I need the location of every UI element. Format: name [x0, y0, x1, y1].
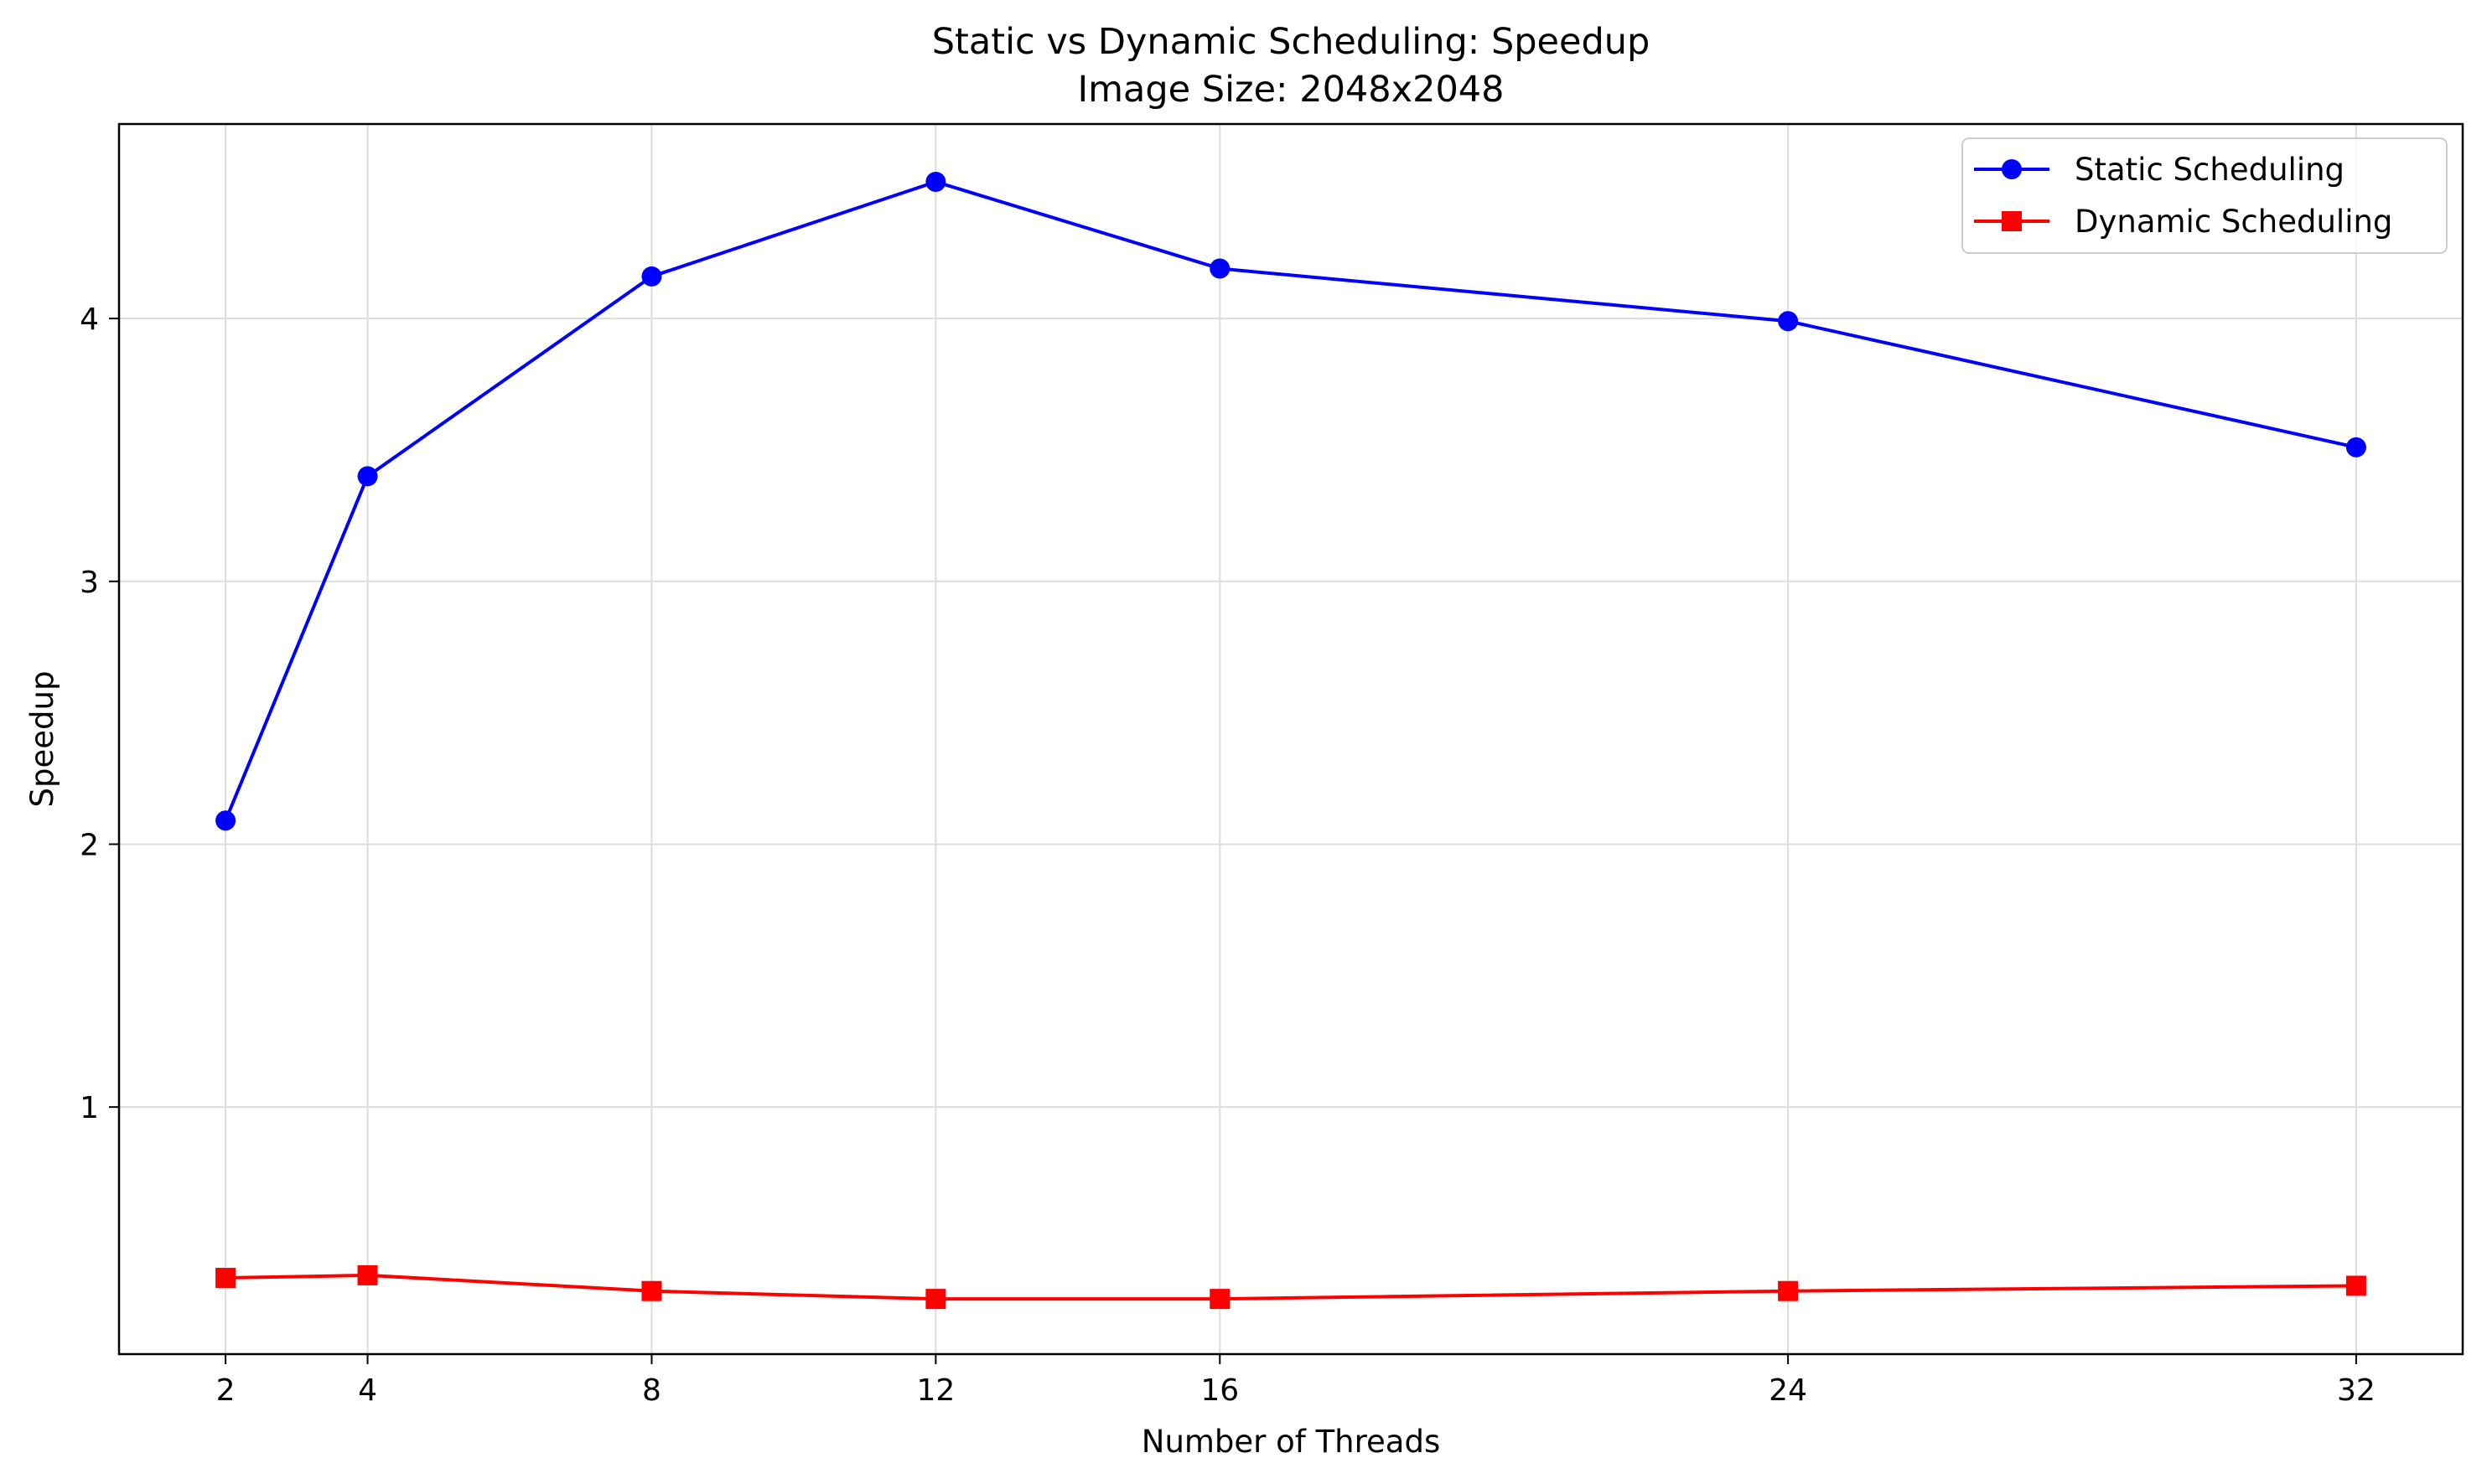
x-tick-label: 2 — [216, 1373, 236, 1408]
static-data-point — [215, 810, 236, 831]
legend-static-label: Static Scheduling — [2075, 152, 2345, 188]
dynamic-data-point — [357, 1264, 378, 1285]
dynamic-data-point — [1210, 1289, 1231, 1310]
chart-title: Static vs Dynamic Scheduling: Speedup — [932, 21, 1650, 63]
dynamic-data-point — [641, 1280, 662, 1301]
legend-dynamic-marker — [2002, 211, 2022, 231]
grid-lines — [119, 124, 2463, 1354]
y-tick-label: 2 — [80, 828, 99, 862]
x-tick-label: 16 — [1200, 1373, 1239, 1408]
static-data-point — [1778, 311, 1799, 332]
y-tick-label: 3 — [80, 566, 99, 600]
y-axis-label: Speedup — [24, 671, 60, 808]
static-data-point — [1210, 258, 1231, 279]
static-data-point — [925, 172, 946, 193]
x-tick-label: 8 — [642, 1373, 661, 1408]
y-tick-label: 1 — [80, 1091, 99, 1125]
dynamic-data-point — [2345, 1275, 2366, 1296]
legend: Static Scheduling Dynamic Scheduling — [1961, 137, 2448, 254]
static-data-point — [357, 466, 378, 487]
legend-box — [1961, 137, 2448, 254]
series-layer — [215, 172, 2366, 1310]
chart-subtitle: Image Size: 2048x2048 — [1077, 69, 1504, 111]
y-tick-label: 4 — [80, 302, 99, 337]
static-data-point — [2345, 437, 2366, 458]
x-tick-label: 32 — [2337, 1373, 2376, 1408]
legend-dynamic-label: Dynamic Scheduling — [2075, 204, 2392, 240]
x-tick-label: 12 — [916, 1373, 955, 1408]
plot-frame — [117, 122, 2464, 1356]
x-axis-label: Number of Threads — [1142, 1424, 1440, 1460]
x-tick-label: 24 — [1769, 1373, 1807, 1408]
legend-static-marker — [2002, 159, 2022, 179]
dynamic-data-point — [215, 1268, 236, 1289]
dynamic-data-point — [925, 1289, 946, 1310]
dynamic-data-point — [1778, 1280, 1799, 1301]
static-data-point — [641, 266, 662, 287]
x-tick-label: 4 — [358, 1373, 377, 1408]
